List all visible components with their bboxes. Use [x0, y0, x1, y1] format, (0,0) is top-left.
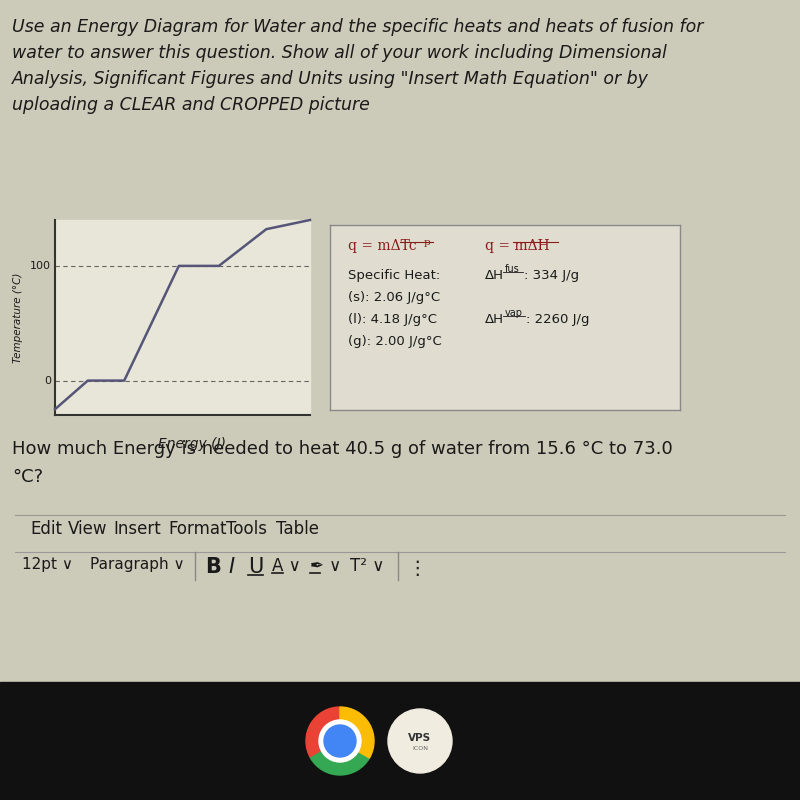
- Text: vap: vap: [505, 308, 523, 318]
- Text: ΔH: ΔH: [485, 269, 504, 282]
- Text: 0: 0: [44, 375, 51, 386]
- Text: I: I: [228, 557, 234, 577]
- Text: View: View: [68, 520, 107, 538]
- Wedge shape: [310, 741, 370, 775]
- Text: q = mΔTc: q = mΔTc: [348, 239, 417, 253]
- Text: q = mΔH: q = mΔH: [485, 239, 550, 253]
- Text: 100: 100: [30, 261, 51, 271]
- Text: water to answer this question. Show all of your work including Dimensional: water to answer this question. Show all …: [12, 44, 667, 62]
- Text: Energy (J): Energy (J): [158, 437, 226, 451]
- Text: (s): 2.06 J/g°C: (s): 2.06 J/g°C: [348, 291, 440, 304]
- Text: Edit: Edit: [30, 520, 62, 538]
- Text: : 2260 J/g: : 2260 J/g: [526, 313, 590, 326]
- Text: Table: Table: [276, 520, 319, 538]
- Text: : 334 J/g: : 334 J/g: [524, 269, 579, 282]
- Text: (g): 2.00 J/g°C: (g): 2.00 J/g°C: [348, 335, 442, 348]
- Circle shape: [324, 725, 356, 757]
- Circle shape: [388, 709, 452, 773]
- Circle shape: [319, 720, 361, 762]
- Text: Insert: Insert: [113, 520, 161, 538]
- Text: Paragraph ∨: Paragraph ∨: [90, 557, 185, 572]
- Bar: [55, 220, 310, 415]
- Bar: [0, 682, 800, 800]
- Text: U: U: [248, 557, 263, 577]
- Text: VPS: VPS: [409, 733, 431, 743]
- Text: Specific Heat:: Specific Heat:: [348, 269, 440, 282]
- Text: Use an Energy Diagram for Water and the specific heats and heats of fusion for: Use an Energy Diagram for Water and the …: [12, 18, 703, 36]
- Text: p: p: [424, 238, 430, 247]
- Text: A ∨: A ∨: [272, 557, 301, 575]
- Text: Analysis, Significant Figures and Units using "Insert Math Equation" or by: Analysis, Significant Figures and Units …: [12, 70, 649, 88]
- Bar: [330, 225, 680, 410]
- Text: ✒ ∨: ✒ ∨: [310, 557, 342, 575]
- Wedge shape: [306, 707, 340, 758]
- Text: How much Energy is needed to heat 40.5 g of water from 15.6 °C to 73.0: How much Energy is needed to heat 40.5 g…: [12, 440, 673, 458]
- Text: uploading a CLEAR and CROPPED picture: uploading a CLEAR and CROPPED picture: [12, 96, 370, 114]
- Text: 12pt ∨: 12pt ∨: [22, 557, 73, 572]
- Text: Temperature (°C): Temperature (°C): [13, 272, 23, 362]
- Text: B: B: [205, 557, 221, 577]
- Wedge shape: [340, 707, 374, 758]
- Text: ICON: ICON: [412, 746, 428, 751]
- Text: fus: fus: [505, 264, 520, 274]
- Text: Tools: Tools: [226, 520, 267, 538]
- Text: Format: Format: [168, 520, 226, 538]
- Text: ⋮: ⋮: [407, 559, 426, 578]
- Text: (l): 4.18 J/g°C: (l): 4.18 J/g°C: [348, 313, 437, 326]
- Text: ΔH: ΔH: [485, 313, 504, 326]
- Text: T² ∨: T² ∨: [350, 557, 384, 575]
- Text: °C?: °C?: [12, 468, 43, 486]
